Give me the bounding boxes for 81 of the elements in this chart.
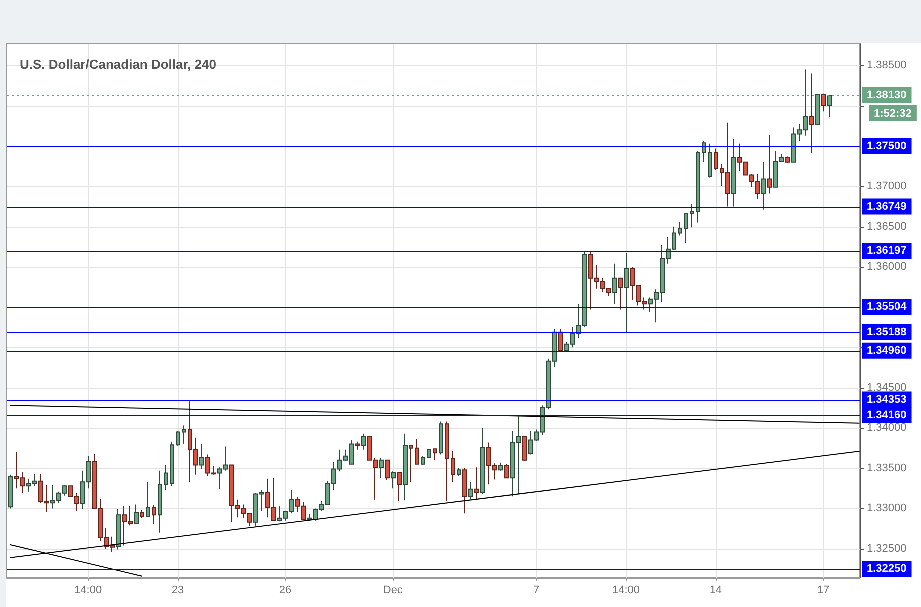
candlestick bbox=[498, 462, 503, 472]
candlestick bbox=[379, 457, 384, 479]
candlestick bbox=[146, 482, 150, 518]
candlestick bbox=[714, 148, 718, 171]
candlestick bbox=[696, 150, 700, 224]
candlestick bbox=[457, 468, 461, 478]
candlestick bbox=[134, 504, 139, 525]
ref-line-label: 1.35504 bbox=[867, 301, 908, 314]
candlestick bbox=[731, 138, 736, 208]
candlestick bbox=[403, 433, 408, 502]
candlestick bbox=[391, 471, 396, 490]
candlestick bbox=[176, 430, 180, 446]
ref-line-label: 1.34353 bbox=[867, 394, 907, 406]
ref-line-label: 1.34160 bbox=[867, 409, 907, 422]
candlestick bbox=[170, 441, 174, 487]
y-tick-label: 1.36500 bbox=[867, 220, 907, 233]
text: U.S. Dollar/Canadian Dollar, 240 bbox=[20, 57, 217, 72]
candlestick bbox=[558, 328, 563, 352]
candlestick bbox=[182, 425, 186, 445]
candlestick bbox=[702, 140, 706, 163]
candlestick bbox=[397, 472, 402, 502]
x-tick-label: 14:00 bbox=[74, 584, 102, 596]
candlestick bbox=[684, 212, 688, 244]
candlestick bbox=[409, 445, 413, 483]
candlestick bbox=[785, 156, 790, 164]
candlestick bbox=[199, 444, 204, 470]
candlestick bbox=[158, 470, 162, 534]
ref-line-label: 1.36749 bbox=[867, 200, 907, 213]
candlestick bbox=[451, 451, 455, 483]
candlestick bbox=[618, 278, 623, 310]
ref-line-label: 1.35188 bbox=[867, 326, 907, 339]
ref-line-label: 1.38130 bbox=[867, 90, 907, 102]
candlestick bbox=[821, 93, 826, 112]
candlestick bbox=[678, 222, 682, 236]
candlestick bbox=[445, 421, 449, 502]
candlestick bbox=[708, 143, 712, 178]
candlestick bbox=[116, 509, 121, 550]
candlestick bbox=[612, 263, 617, 305]
x-tick-label: 17 bbox=[817, 584, 830, 596]
candlestick bbox=[462, 468, 467, 514]
y-tick-label: 1.33000 bbox=[867, 502, 907, 515]
y-tick-label: 1.37000 bbox=[867, 180, 907, 193]
candlestick bbox=[504, 464, 509, 479]
candlestick bbox=[427, 448, 431, 458]
candlestick bbox=[624, 252, 629, 333]
candlestick bbox=[164, 464, 168, 491]
x-tick-label: 26 bbox=[279, 584, 292, 596]
ref-line-label: 1.36197 bbox=[867, 245, 907, 258]
y-tick-label: 1.34000 bbox=[867, 422, 907, 434]
candlestick bbox=[480, 428, 485, 495]
candlestick bbox=[152, 505, 156, 525]
x-tick-label: Dec bbox=[383, 584, 404, 596]
candlestick bbox=[8, 474, 13, 510]
candlestick bbox=[361, 433, 366, 450]
candlestick bbox=[385, 460, 390, 482]
ref-line-label: 1.37500 bbox=[867, 140, 907, 152]
candlestick bbox=[468, 482, 473, 500]
y-tick-label: 1.34500 bbox=[867, 382, 907, 394]
candlestick bbox=[522, 436, 527, 462]
candlestick bbox=[140, 510, 144, 519]
candlestick bbox=[421, 456, 425, 466]
y-tick-label: 1.32500 bbox=[867, 543, 907, 556]
candlestick bbox=[767, 134, 772, 194]
ref-line-label: 1.32250 bbox=[867, 563, 907, 576]
candlestick bbox=[690, 204, 694, 228]
y-tick-label: 1.36000 bbox=[867, 261, 907, 274]
candlestick bbox=[809, 73, 814, 154]
y-tick-label: 1.33500 bbox=[867, 462, 907, 474]
x-tick-label: 14:00 bbox=[612, 584, 640, 596]
candlestick bbox=[355, 441, 360, 450]
candlestick bbox=[474, 467, 479, 500]
ref-line-label: 1.34960 bbox=[867, 344, 907, 357]
x-tick-label: 7 bbox=[534, 584, 540, 596]
text: 1:52:32 bbox=[874, 108, 912, 120]
candlestick bbox=[433, 448, 437, 461]
candlestick bbox=[761, 162, 766, 210]
y-tick-label: 1.38500 bbox=[867, 60, 907, 72]
candlestick bbox=[439, 421, 443, 456]
candlestick bbox=[415, 438, 419, 465]
x-tick-label: 14 bbox=[710, 584, 722, 596]
x-tick-label: 23 bbox=[172, 584, 184, 596]
